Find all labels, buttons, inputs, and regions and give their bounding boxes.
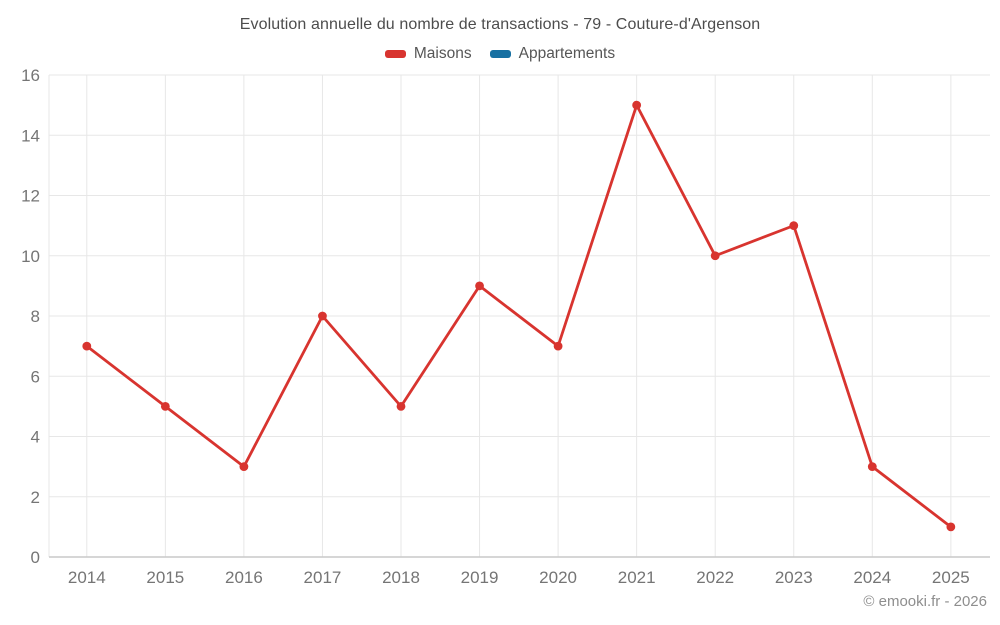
x-axis-tick-label: 2017 (304, 568, 342, 587)
legend-label-appartements: Appartements (518, 45, 616, 62)
maisons-data-point[interactable] (946, 522, 956, 532)
y-axis-tick-label: 10 (21, 247, 40, 266)
x-axis-tick-label: 2018 (382, 568, 420, 587)
x-axis-tick-label: 2021 (618, 568, 656, 587)
y-axis-tick-label: 4 (31, 428, 40, 447)
x-axis-tick-label: 2015 (146, 568, 184, 587)
maisons-swatch-icon (384, 50, 406, 58)
legend-item-maisons[interactable]: Maisons (384, 45, 472, 63)
maisons-data-point[interactable] (160, 401, 170, 411)
legend-item-appartements[interactable]: Appartements (489, 45, 616, 63)
maisons-data-point[interactable] (475, 281, 484, 291)
x-axis-tick-label: 2020 (539, 568, 577, 587)
copyright-credit: © emooki.fr - 2026 (863, 593, 987, 610)
maisons-data-point[interactable] (867, 462, 877, 472)
maisons-line (85, 103, 953, 529)
x-axis-tick-label: 2023 (775, 568, 813, 587)
x-axis-tick-label: 2014 (68, 568, 106, 587)
maisons-data-point[interactable] (239, 462, 249, 472)
y-axis-tick-label: 0 (31, 548, 40, 567)
x-axis-tick-label: 2024 (853, 568, 891, 587)
maisons-data-point[interactable] (396, 401, 406, 411)
chart-title: Evolution annuelle du nombre de transact… (239, 16, 761, 33)
y-axis-tick-label: 12 (21, 187, 40, 206)
y-axis-tick-label: 14 (21, 126, 40, 145)
maisons-data-point[interactable] (710, 251, 720, 261)
x-axis-tick-label: 2025 (932, 568, 970, 587)
legend-label-maisons: Maisons (413, 45, 472, 62)
x-axis-tick-label: 2019 (461, 568, 499, 587)
x-axis-tick-label: 2016 (225, 568, 263, 587)
maisons-data-point[interactable] (632, 100, 642, 110)
maisons-data-point[interactable] (82, 341, 92, 351)
appartements-swatch-icon (489, 50, 511, 58)
x-axis-tick-label: 2022 (696, 568, 734, 587)
y-axis-tick-label: 16 (21, 66, 40, 85)
y-axis-tick-label: 6 (31, 367, 40, 386)
maisons-data-point[interactable] (318, 311, 327, 321)
chart-legend: Maisons Appartements (0, 45, 1000, 63)
maisons-data-point[interactable] (789, 221, 799, 231)
maisons-data-point[interactable] (553, 341, 563, 351)
y-axis-tick-label: 8 (31, 307, 40, 326)
y-axis-tick-label: 2 (31, 488, 40, 507)
